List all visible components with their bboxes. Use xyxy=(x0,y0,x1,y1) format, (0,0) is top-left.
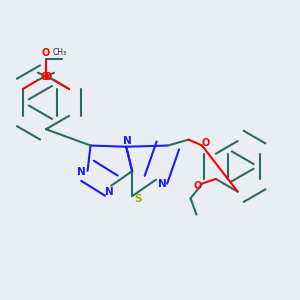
Text: N: N xyxy=(77,167,85,177)
Text: O: O xyxy=(202,138,210,148)
Text: O: O xyxy=(44,72,52,82)
Text: N: N xyxy=(123,136,132,146)
Text: O: O xyxy=(42,48,50,58)
Text: N: N xyxy=(158,179,166,189)
Text: S: S xyxy=(134,194,142,204)
Text: N: N xyxy=(106,187,114,196)
Text: O: O xyxy=(40,72,48,82)
Text: CH₃: CH₃ xyxy=(52,48,66,57)
Text: O: O xyxy=(194,182,202,191)
